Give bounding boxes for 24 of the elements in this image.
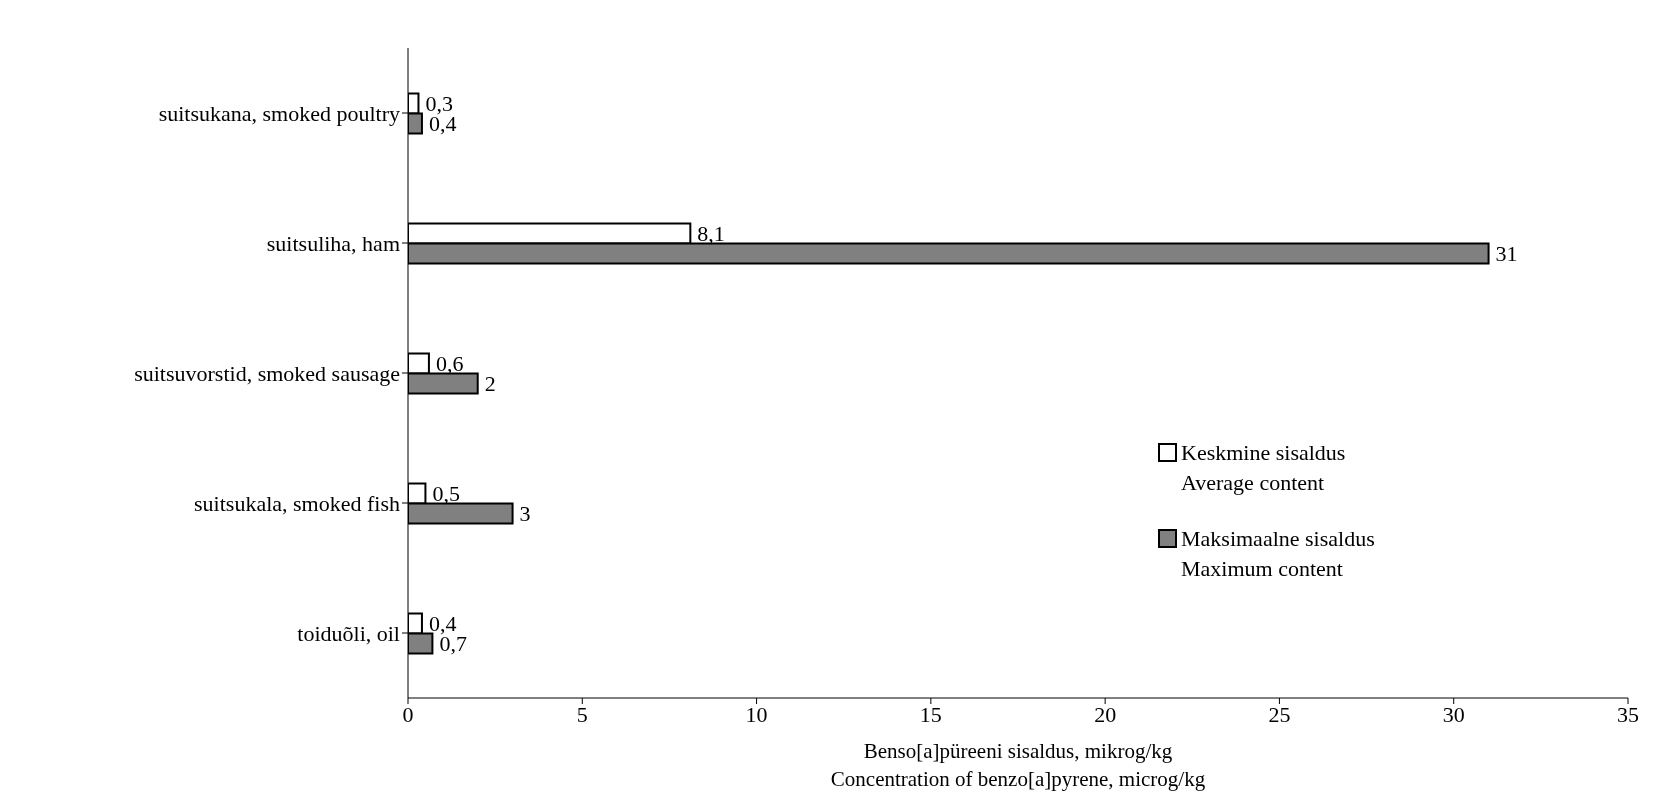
legend-label: Maksimaalne sisaldus Maximum content: [1181, 525, 1376, 583]
y-tick-label: suitsuvorstid, smoked sausage: [134, 360, 400, 386]
data-label: 0,3: [425, 91, 453, 116]
x-tick-label: 20: [1094, 701, 1117, 727]
y-tick-label: suitsukana, smoked poultry: [158, 100, 400, 126]
data-label: 0,5: [432, 481, 460, 506]
data-label: 0,6: [435, 351, 464, 376]
data-label: 31: [1495, 241, 1518, 266]
x-axis-title: Benso[a]püreeni sisaldus, mikrog/kg Concentration of benzo[a]pyrene, microg/kg: [830, 739, 1206, 791]
x-tick-label: 10: [745, 701, 768, 727]
x-tick-label: 0: [402, 701, 414, 727]
data-label: 0,4: [428, 611, 457, 636]
y-tick-label: toiduõli, oil: [297, 620, 400, 646]
x-tick-label: 5: [576, 701, 588, 727]
x-tick-label: 15: [919, 701, 942, 727]
x-tick-label: 35: [1617, 701, 1639, 727]
x-tick-label: 30: [1442, 701, 1465, 727]
legend-label: Keskmine sisaldus Average content: [1181, 439, 1347, 497]
y-tick-label: suitsuliha, ham: [266, 230, 400, 256]
data-label: 2: [484, 371, 496, 396]
data-label: 8,1: [697, 221, 725, 246]
y-tick-label: suitsukala, smoked fish: [194, 490, 400, 516]
data-label: 3: [519, 501, 531, 526]
x-tick-label: 25: [1268, 701, 1291, 727]
